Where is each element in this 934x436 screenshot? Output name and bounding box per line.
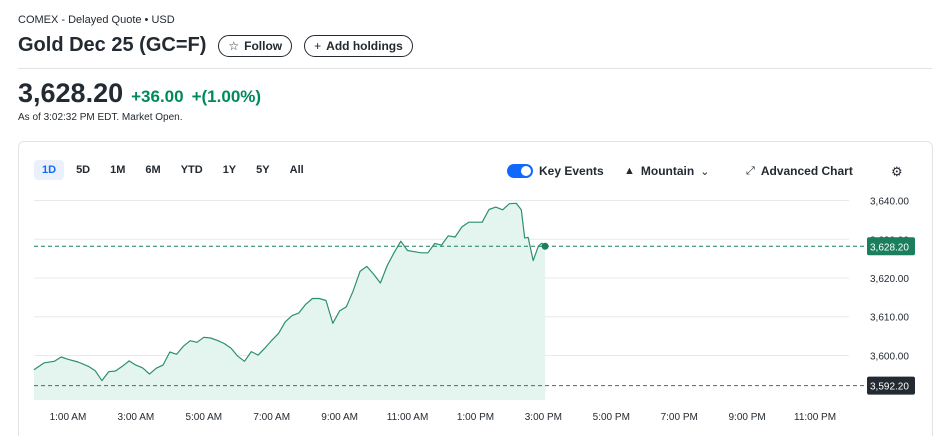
price-chart[interactable]: 3,640.003,630.003,620.003,610.003,600.00… (19, 142, 933, 436)
key-events-label: Key Events (539, 164, 604, 178)
title-row: Gold Dec 25 (GC=F) ☆ Follow + Add holdin… (18, 34, 413, 57)
follow-button[interactable]: ☆ Follow (218, 34, 293, 57)
add-holdings-button[interactable]: + Add holdings (304, 34, 413, 57)
star-icon: ☆ (228, 38, 240, 53)
chart-type-dropdown[interactable]: ▲ Mountain ⌄ (624, 164, 709, 178)
current-price-tag-label: 3,628.20 (870, 242, 909, 253)
range-1y[interactable]: 1Y (222, 164, 237, 176)
x-tick-label: 7:00 PM (661, 412, 698, 423)
price-area (34, 203, 546, 400)
range-5y[interactable]: 5Y (256, 164, 270, 176)
price-line (33, 202, 546, 382)
range-1d[interactable]: 1D (34, 160, 65, 180)
x-tick-label: 9:00 AM (321, 412, 358, 423)
advanced-chart-button[interactable]: ⤢ Advanced Chart (746, 164, 853, 178)
x-tick-label: 1:00 AM (50, 412, 87, 423)
chart-settings-button[interactable]: ⚙ (891, 164, 903, 180)
previous-close-tag-label: 3,592.20 (870, 382, 909, 393)
price-change-percent: +(1.00%) (191, 87, 262, 106)
x-tick-label: 11:00 AM (387, 412, 429, 423)
y-tick-label: 3,640.00 (870, 197, 909, 208)
current-price-tag (867, 237, 915, 256)
range-all[interactable]: All (289, 164, 304, 176)
chevron-down-icon: ⌄ (700, 165, 710, 178)
add-holdings-label: Add holdings (326, 38, 403, 53)
mountain-icon: ▲ (624, 165, 635, 177)
exchange-label: COMEX - Delayed Quote • USD (18, 14, 175, 26)
as-of-timestamp: As of 3:02:32 PM EDT. Market Open. (18, 112, 183, 123)
x-tick-label: 11:00 PM (794, 412, 836, 423)
page-title: Gold Dec 25 (GC=F) (18, 34, 207, 56)
x-tick-label: 7:00 AM (253, 412, 290, 423)
x-tick-label: 3:00 AM (118, 412, 155, 423)
price-change: +36.00 (131, 87, 184, 106)
range-6m[interactable]: 6M (145, 164, 161, 176)
range-ytd[interactable]: YTD (180, 164, 203, 176)
expand-arrows-icon: ⤢ (746, 164, 755, 177)
y-tick-label: 3,620.00 (870, 274, 909, 285)
price-row: 3,628.20 +36.00 +(1.00%) (18, 78, 261, 109)
chart-type-label: Mountain (640, 164, 695, 178)
x-tick-label: 1:00 PM (457, 412, 494, 423)
y-tick-label: 3,600.00 (870, 351, 909, 362)
previous-close-tag (867, 376, 915, 395)
x-tick-label: 5:00 AM (185, 412, 222, 423)
follow-label: Follow (244, 38, 283, 53)
range-5d[interactable]: 5D (76, 164, 91, 176)
current-price: 3,628.20 (18, 78, 124, 108)
key-events-control[interactable]: Key Events (507, 164, 604, 178)
plus-icon: + (314, 38, 322, 53)
gear-icon: ⚙ (891, 164, 903, 179)
range-selector: 1D 5D 1M 6M YTD 1Y 5Y All (34, 160, 312, 180)
range-1m[interactable]: 1M (110, 164, 126, 176)
x-tick-label: 9:00 PM (729, 412, 766, 423)
key-events-toggle[interactable] (507, 164, 533, 178)
current-price-dot (541, 242, 549, 250)
y-tick-label: 3,610.00 (870, 313, 909, 324)
advanced-chart-label: Advanced Chart (760, 164, 853, 178)
chart-card: 1D 5D 1M 6M YTD 1Y 5Y All Key Events ▲ M… (18, 141, 933, 436)
x-tick-label: 5:00 PM (593, 412, 630, 423)
x-tick-label: 3:00 PM (525, 412, 562, 423)
header-divider (18, 68, 932, 69)
